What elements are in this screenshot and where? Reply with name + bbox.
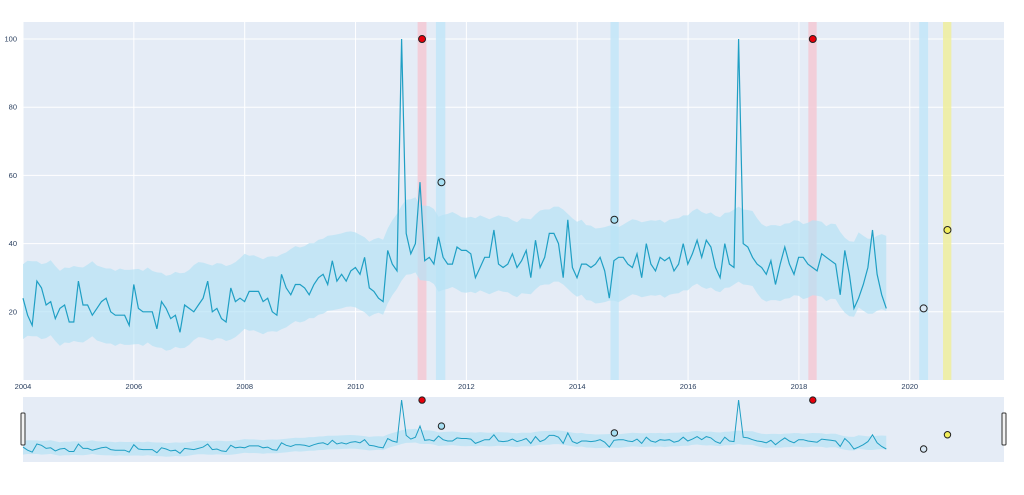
highlight-point-mid[interactable] [437, 178, 446, 187]
range-point-mid [437, 422, 446, 430]
range-slider-left-handle[interactable] [20, 412, 26, 446]
shaded-region-blue [610, 22, 619, 380]
range-point-low [919, 445, 928, 453]
y-tick-label: 40 [9, 239, 17, 248]
x-tick-label: 2004 [15, 382, 32, 391]
highlight-point-mid[interactable] [610, 215, 619, 224]
x-tick-label: 2016 [680, 382, 697, 391]
x-tick-label: 2012 [458, 382, 475, 391]
y-tick-label: 60 [9, 171, 17, 180]
main-confidence-band [23, 197, 887, 351]
shaded-region-red [808, 22, 817, 380]
x-tick-label: 2006 [126, 382, 143, 391]
highlight-point-high[interactable] [418, 35, 427, 44]
range-slider-handles [20, 412, 1007, 446]
range-point-high [809, 396, 817, 404]
x-tick-label: 2020 [901, 382, 918, 391]
shaded-region-blue [435, 22, 446, 380]
main-highlight-points [418, 35, 952, 313]
shaded-region-red [417, 22, 427, 380]
main-series-line [22, 38, 887, 333]
highlight-point-high[interactable] [808, 35, 817, 44]
shaded-region-yellow [943, 22, 952, 380]
range-point-recent [943, 431, 952, 439]
range-point-mid [610, 429, 619, 437]
range-slider-band [23, 428, 887, 457]
y-tick-label: 100 [4, 35, 17, 44]
range-slider-points [418, 396, 952, 453]
y-tick-label: 80 [9, 103, 17, 112]
range-slider-right-handle[interactable] [1001, 412, 1007, 446]
y-tick-label: 20 [9, 307, 17, 316]
x-tick-label: 2008 [236, 382, 253, 391]
x-tick-label: 2014 [569, 382, 586, 391]
main-shaded-regions [417, 22, 952, 380]
range-slider-line [22, 400, 887, 454]
range-point-high [418, 396, 426, 404]
highlight-point-low[interactable] [919, 304, 928, 313]
y-tick-labels: 20 40 60 80 100 [4, 35, 17, 317]
x-tick-label: 2018 [791, 382, 808, 391]
shaded-region-blue [919, 22, 929, 380]
x-tick-labels: 2004 2006 2008 2010 2012 2014 2016 2018 2020 [15, 382, 918, 391]
x-tick-label: 2010 [347, 382, 364, 391]
highlight-point-recent[interactable] [943, 225, 952, 234]
